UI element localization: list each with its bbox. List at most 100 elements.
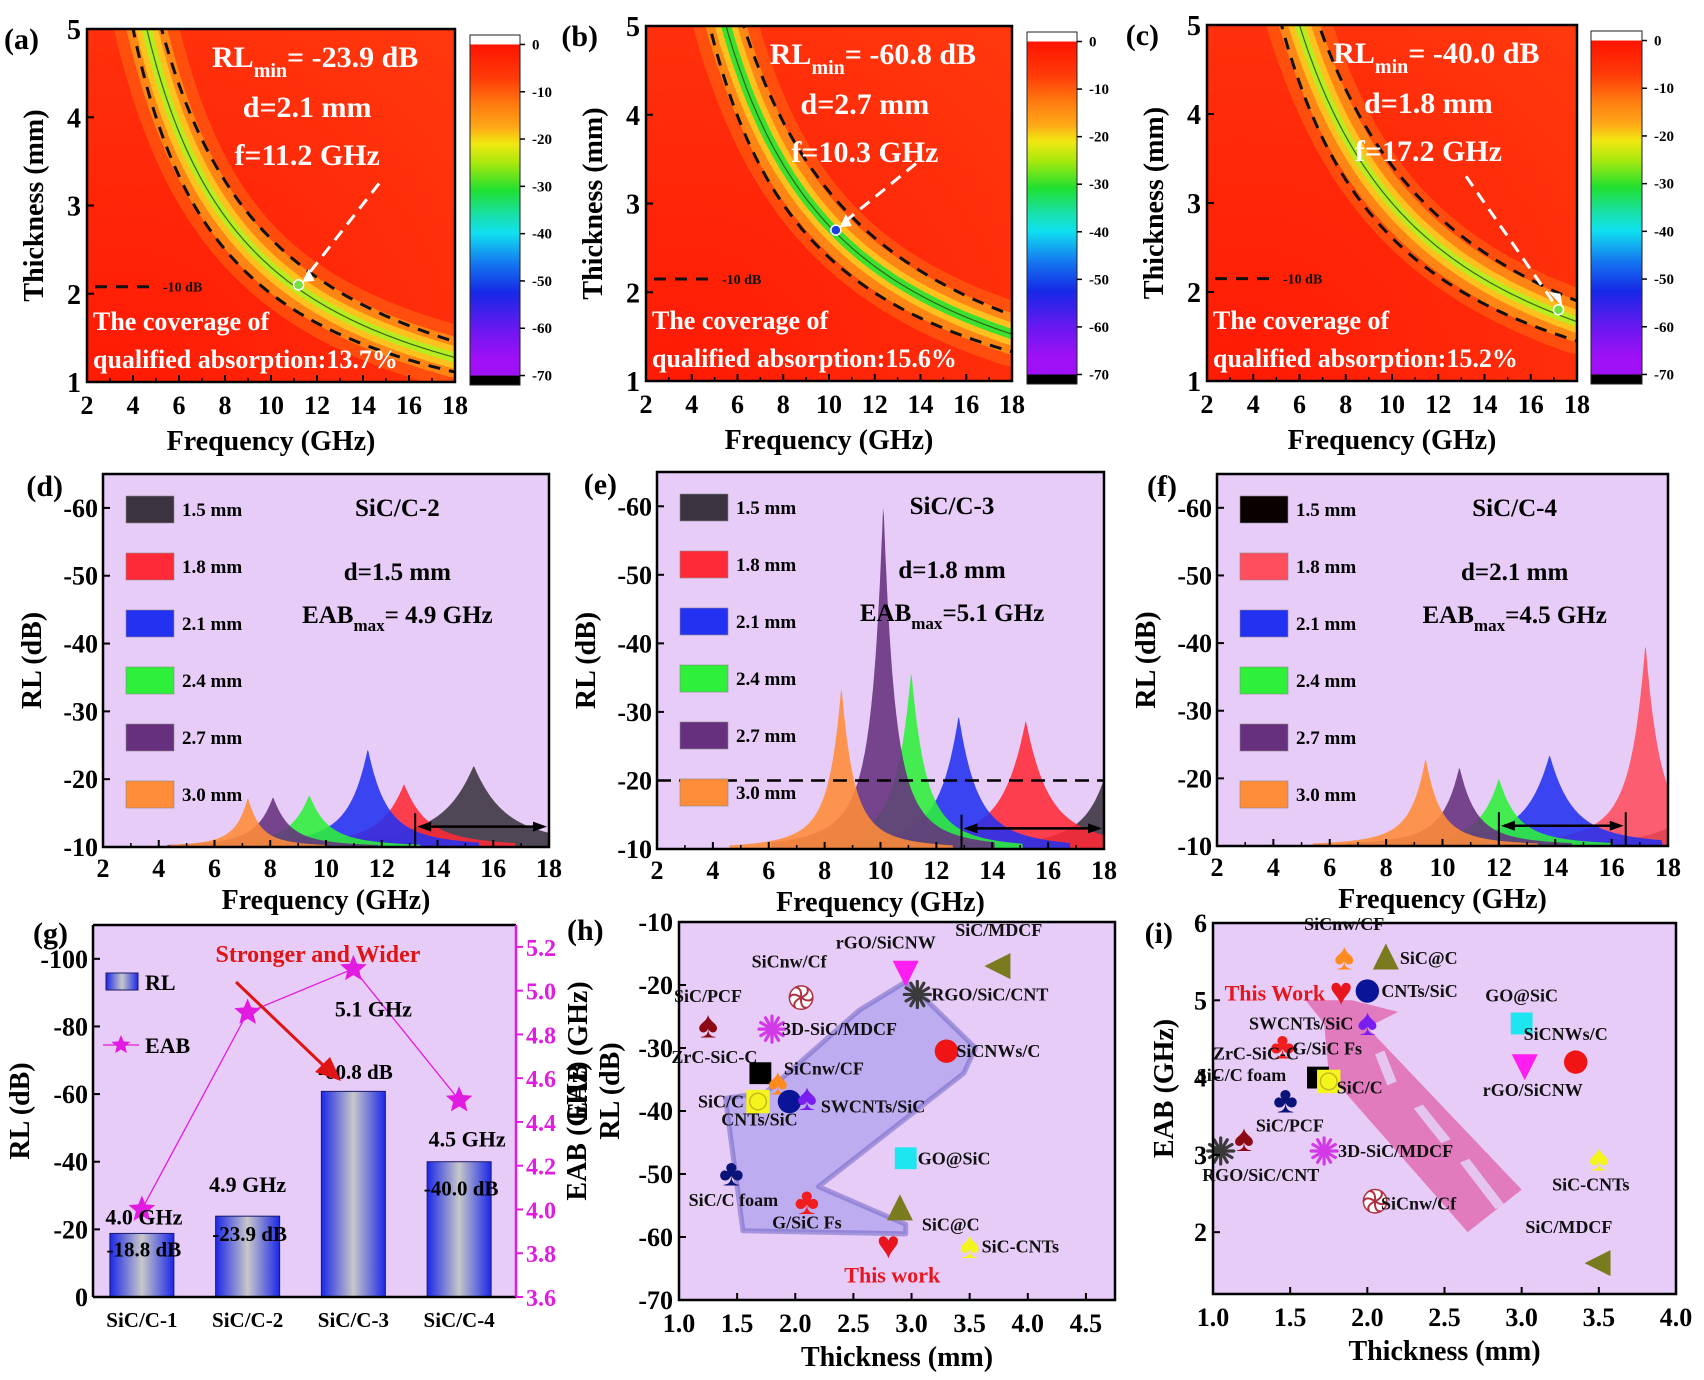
legend-label: 1.5 mm [736, 498, 796, 519]
thickness-annotation: d=2.1 mm [243, 91, 372, 124]
marker-club: ♣ [1270, 1025, 1295, 1067]
x-category-label: SiC/C-4 [424, 1308, 496, 1332]
rlmin-arrowhead [302, 268, 315, 282]
colorbar-tick-label: -10 [1089, 82, 1109, 98]
x-axis-title: Frequency (GHz) [167, 426, 376, 457]
legend-swatch [1239, 495, 1289, 524]
rl-peak-area [1532, 646, 1668, 846]
panel-f: 1.5 mm 1.8 mm 2.1 mm 2.4 mm 2.7 mm 3.0 mm SiC/… [1131, 470, 1681, 915]
rl-main: RL [212, 41, 254, 74]
panel-label: (c) [1126, 19, 1159, 52]
x-category-label: SiC/C-1 [106, 1308, 177, 1332]
minus10db-boundary-upper [742, 26, 1012, 317]
legend-label: 2.4 mm [182, 671, 242, 692]
eab-sub: max [1474, 616, 1506, 635]
rl-peak-area [161, 797, 385, 847]
colorbar-tick-label: 0 [1654, 34, 1662, 50]
x-tick-label: 14 [908, 390, 934, 419]
coverage-line-1: The coverage of [1213, 306, 1390, 335]
y-right-tick-label: 4.6 [526, 1067, 556, 1093]
x-tick-label: 4.0 [1012, 1309, 1045, 1338]
x-tick-label: 14 [979, 856, 1005, 885]
marker-spade: ♠ [1334, 936, 1354, 978]
frequency-annotation: f=11.2 GHz [234, 139, 379, 172]
scatter-point: SiCNWs/C [1524, 1024, 1608, 1074]
x-tick-label: 6 [208, 854, 221, 883]
marker-square [1510, 1012, 1533, 1035]
coverage-line-1: The coverage of [93, 307, 270, 336]
y-tick-label: 5 [67, 15, 81, 46]
scatter-point: SiC/C [698, 1089, 770, 1114]
x-tick-label: 3.5 [953, 1309, 986, 1338]
marker-swirl-arm [1362, 1197, 1376, 1203]
y-right-tick-label: 4.0 [526, 1198, 556, 1224]
y-tick-label: 3 [626, 190, 640, 221]
series-area [729, 508, 1104, 849]
point-label: SiC/MDCF [1525, 1217, 1612, 1237]
eab-arrowhead-left [1500, 820, 1515, 831]
point-label: GO@SiC [1485, 985, 1558, 1005]
x-tick-label: 2 [81, 391, 94, 420]
y-tick-label: 4 [626, 101, 640, 132]
marker-tri-left [1584, 1250, 1611, 1277]
rlmin-arrow [303, 182, 381, 280]
point-label: SiC/C [698, 1092, 744, 1112]
legend-label: 1.8 mm [182, 557, 242, 578]
marker-swirl-arm [795, 986, 803, 998]
rl-bar [320, 1090, 386, 1298]
eab-info: EABmax=5.1 GHz [860, 600, 1044, 633]
x-tick-label: 3.5 [1583, 1303, 1616, 1332]
rlmin-point [1552, 304, 1565, 316]
y-tick-label: 1 [67, 368, 81, 399]
eab-arrowhead-right [533, 821, 547, 832]
legend-minus10db-label: -10 dB [1283, 273, 1322, 288]
y-tick-label: 5 [1194, 986, 1207, 1015]
point-label: SiC/C foam [1197, 1065, 1287, 1085]
legend-eab-star [111, 1035, 131, 1054]
marker-swirl-arm [788, 993, 802, 999]
eab-rest: =5.1 GHz [942, 600, 1044, 627]
scatter-point: CNTs/SiC [721, 1089, 802, 1130]
marker-club: ♣ [1273, 1079, 1298, 1121]
legend-label: 1.5 mm [1296, 500, 1356, 521]
colorbar-tick-label: -60 [1654, 320, 1674, 336]
rlmin-annotation: RLmin= -60.8 dB [770, 38, 976, 79]
y-tick-label: -40 [617, 629, 652, 658]
y-tick-label: -50 [638, 1160, 673, 1189]
scatter-point: ♥This work [844, 1224, 941, 1287]
y-tick-label: -50 [63, 562, 98, 591]
point-label: SiCnw/Cf [752, 952, 828, 972]
x-category-label: SiC/C-3 [318, 1308, 389, 1332]
rl-peak-area [799, 673, 1023, 849]
panel-label: (a) [4, 23, 39, 56]
x-tick-label: 3.0 [895, 1309, 928, 1338]
x-tick-label: 2 [651, 856, 664, 885]
rlmin-annotation: RLmin= -40.0 dB [1333, 37, 1539, 78]
y-tick-label: 0 [75, 1283, 88, 1312]
x-tick-label: 16 [1035, 856, 1061, 885]
legend-swatch [125, 723, 175, 752]
y-tick-label: 1 [1187, 367, 1201, 398]
colorbar-frame [1026, 31, 1078, 385]
legend-label: 1.8 mm [1296, 557, 1356, 578]
marker-swirl-arm [1367, 1200, 1376, 1212]
eab-rest: = 4.9 GHz [385, 602, 493, 629]
colorbar-tick-label: -10 [532, 85, 552, 101]
x-axis-title: Thickness (mm) [801, 1342, 993, 1373]
x-tick-label: 18 [1091, 856, 1117, 885]
scatter-point: 3D-SiC/MDCF [757, 1014, 897, 1044]
x-axis-title: Thickness (mm) [1348, 1336, 1540, 1367]
legend-swatch [125, 666, 175, 695]
x-tick-label: 6 [731, 390, 744, 419]
x-tick-label: 14 [1542, 853, 1568, 882]
marker-spade: ♠ [960, 1225, 980, 1267]
annotation-arrowhead [315, 1057, 341, 1081]
colorbar-tick-label: 0 [532, 37, 540, 53]
marker-spade: ♠ [698, 1005, 718, 1047]
x-tick-label: 6 [173, 391, 186, 420]
legend-label: 2.1 mm [182, 614, 242, 635]
y-tick-label: -100 [40, 945, 88, 974]
legend-minus10db-label: -10 dB [722, 273, 761, 288]
y-right-tick-label: 5.2 [526, 936, 556, 962]
